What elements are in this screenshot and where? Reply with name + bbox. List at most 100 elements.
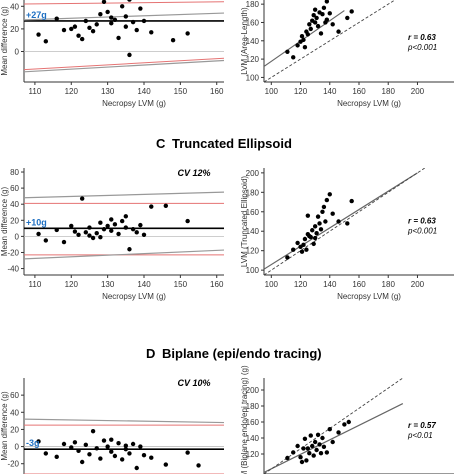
x-tick-label: 160 [352, 280, 366, 289]
data-point [305, 32, 311, 37]
data-point [285, 255, 290, 260]
x-tick-label: 150 [174, 87, 188, 96]
upper-pi-line [24, 418, 224, 424]
data-point [116, 440, 121, 446]
data-point [94, 446, 99, 451]
data-point [105, 444, 110, 449]
data-point [54, 454, 59, 460]
data-point [307, 451, 312, 456]
data-point [314, 447, 319, 453]
data-point [112, 222, 118, 227]
data-point [43, 451, 49, 456]
section-c-title: Truncated Ellipsoid [172, 136, 292, 151]
data-point [295, 443, 300, 449]
y-tick-label: 0 [15, 47, 20, 56]
data-point [101, 0, 107, 4]
panels-group: 0 20 40 110 120 130 140 150 160 Necropsy LVM (g) M… [0, 0, 454, 474]
data-point [76, 232, 81, 237]
data-point [94, 22, 99, 27]
data-point [98, 456, 103, 461]
data-point [127, 451, 132, 456]
data-point [307, 22, 312, 27]
section-c-letter: C [156, 136, 166, 151]
data-point [342, 422, 347, 427]
data-point [109, 21, 114, 26]
data-point [291, 247, 296, 252]
data-point [119, 4, 125, 9]
data-point [163, 203, 169, 209]
y-tick-label: 180 [246, 0, 260, 9]
y-axis-label: LVM (Area-Length) [240, 7, 249, 75]
y-tick-label: 200 [246, 386, 260, 395]
x-axis-label: Necropsy LVM (g) [337, 99, 401, 108]
p-annotation: p<0.01 [407, 431, 433, 440]
data-point [320, 209, 325, 214]
data-point [310, 443, 315, 449]
data-point [36, 231, 41, 237]
data-point [79, 196, 85, 201]
y-axis-label: LVM (Truncated Ellipsoid) [240, 176, 249, 267]
data-point [311, 453, 316, 458]
y-axis-label: Mean difference (g) [0, 6, 9, 76]
data-point [130, 226, 136, 232]
y-tick-label: 200 [246, 169, 260, 178]
data-point [196, 463, 201, 468]
y-tick-label: 120 [246, 55, 260, 64]
y-tick-label: -20 [7, 460, 19, 469]
data-point [87, 233, 92, 238]
data-point [76, 448, 81, 454]
data-point [109, 15, 114, 20]
data-point [112, 17, 118, 23]
y-tick-label: 120 [246, 247, 260, 256]
x-tick-label: 200 [411, 280, 425, 289]
data-point [321, 5, 327, 11]
upper-pi-line [24, 191, 224, 199]
y-tick-label: 80 [10, 168, 19, 177]
y-axis-label: Mean difference (g) [0, 187, 9, 257]
data-point [87, 452, 92, 457]
x-tick-label: 130 [101, 280, 115, 289]
data-point [315, 23, 321, 29]
data-point [308, 234, 313, 240]
x-tick-label: 160 [210, 280, 224, 289]
data-point [87, 25, 92, 30]
data-point [312, 439, 318, 445]
data-point [79, 36, 85, 42]
data-point [119, 218, 125, 224]
data-point [305, 446, 311, 451]
data-point [311, 241, 316, 247]
bias-annotation: +10g [26, 217, 47, 227]
y-axis-label: Mean difference (g) [0, 391, 9, 461]
data-point [36, 32, 41, 37]
y-tick-label: 20 [10, 25, 19, 34]
reference-lines [24, 418, 224, 474]
data-point [138, 6, 143, 11]
data-point [330, 439, 335, 445]
data-point [336, 29, 341, 34]
y-tick-label: 180 [246, 188, 260, 197]
data-point [141, 18, 147, 24]
data-point [312, 224, 318, 229]
data-point [123, 14, 129, 19]
data-point [119, 457, 125, 462]
data-point [349, 198, 354, 204]
data-point [302, 436, 308, 441]
y-tick-label: 140 [246, 37, 260, 46]
reference-lines [264, 168, 426, 275]
cv-annotation: CV 12% [177, 168, 210, 178]
data-point [90, 428, 96, 434]
r-annotation: r = 0.63 [408, 217, 436, 226]
data-point [141, 452, 147, 458]
x-tick-label: 100 [265, 87, 279, 96]
data-points [36, 0, 190, 58]
data-point [324, 0, 330, 4]
data-point [69, 223, 74, 229]
data-point [116, 35, 121, 41]
x-tick-label: 120 [294, 87, 308, 96]
data-point [295, 240, 300, 246]
upper-limit-line [24, 1, 224, 5]
x-tick-label: 180 [382, 87, 396, 96]
data-point [327, 11, 332, 16]
reference-lines [264, 0, 396, 82]
